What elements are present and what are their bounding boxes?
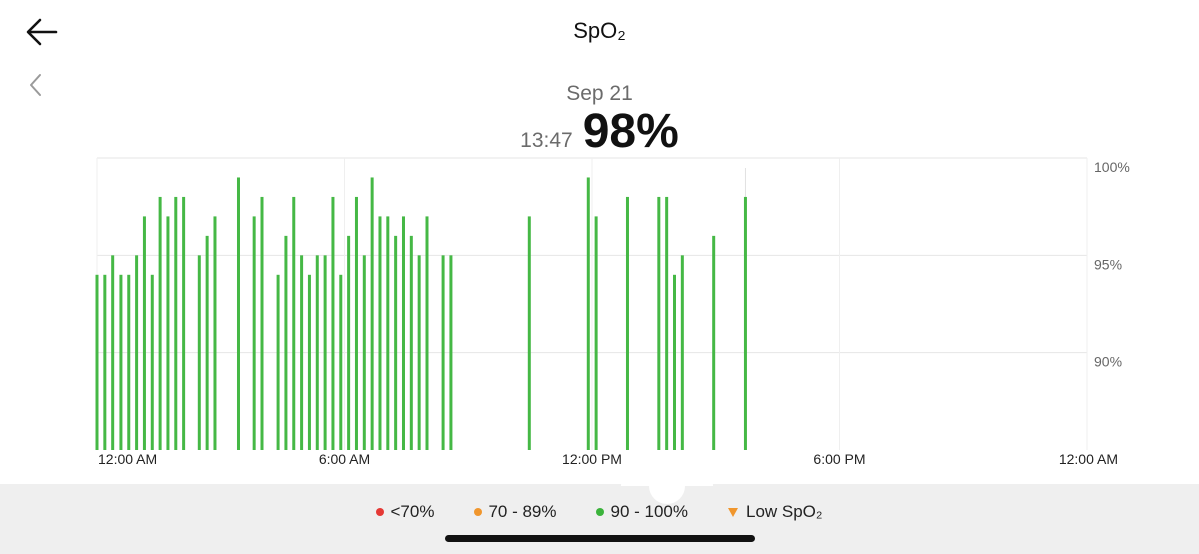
triangle-down-icon — [727, 507, 738, 517]
drag-handle[interactable] — [649, 468, 685, 504]
y-tick-label: 95% — [1094, 256, 1122, 272]
spo2-bar[interactable] — [323, 255, 327, 450]
spo2-bar[interactable] — [103, 274, 107, 450]
spo2-bar[interactable] — [680, 255, 684, 450]
spo2-bar[interactable] — [409, 235, 413, 450]
home-indicator — [445, 535, 755, 542]
spo2-bar[interactable] — [276, 274, 280, 450]
spo2-bar[interactable] — [95, 274, 99, 450]
spo2-bar[interactable] — [354, 196, 358, 450]
spo2-chart[interactable]: 100% 95% 90% 12:00 AM 6:00 AM 12:00 PM 6:00 P… — [0, 150, 1199, 470]
spo2-bar[interactable] — [625, 196, 629, 450]
spo2-bar[interactable] — [673, 274, 676, 450]
spo2-bar[interactable] — [657, 196, 661, 450]
spo2-bar[interactable] — [378, 216, 382, 450]
spo2-bar[interactable] — [111, 255, 115, 450]
spo2-bar[interactable] — [174, 196, 178, 450]
spo2-bar[interactable] — [166, 216, 170, 450]
spo2-bar[interactable] — [586, 177, 590, 450]
green-dot-icon — [596, 508, 605, 516]
spo2-bar[interactable] — [307, 274, 311, 450]
spo2-bar[interactable] — [449, 255, 453, 450]
spo2-bar[interactable] — [300, 255, 304, 450]
legend-label: Low SpO₂ — [745, 502, 823, 521]
spo2-bar[interactable] — [158, 196, 162, 450]
spo2-bar[interactable] — [252, 216, 256, 450]
spo2-bar[interactable] — [347, 235, 351, 450]
legend-item-low-spo2: Low SpO₂ — [727, 502, 823, 522]
spo2-bar[interactable] — [315, 255, 319, 450]
reading-time: 13:47 — [520, 129, 573, 152]
spo2-bar[interactable] — [119, 274, 123, 450]
arrow-left-icon — [26, 18, 58, 46]
spo2-bar[interactable] — [441, 255, 445, 450]
y-tick-label: 100% — [1094, 159, 1130, 175]
spo2-bar[interactable] — [213, 216, 217, 450]
spo2-bar[interactable] — [142, 216, 146, 450]
chevron-left-icon — [30, 74, 41, 96]
spo2-bar[interactable] — [527, 216, 531, 450]
spo2-bar[interactable] — [339, 274, 343, 450]
spo2-bar[interactable] — [425, 216, 429, 450]
legend-item-70-89: 70 - 89% — [474, 502, 556, 522]
legend-panel — [0, 484, 1199, 554]
x-tick-label: 6:00 PM — [813, 451, 865, 467]
spo2-bar[interactable] — [135, 255, 139, 450]
x-tick-label: 12:00 AM — [1059, 451, 1118, 467]
spo2-bar[interactable] — [362, 255, 366, 450]
spo2-bar[interactable] — [205, 235, 209, 450]
spo2-bar[interactable] — [292, 196, 296, 450]
previous-day-button[interactable] — [26, 70, 46, 100]
spo2-bar[interactable] — [331, 196, 335, 450]
legend-label: 90 - 100% — [610, 502, 688, 521]
x-tick-label: 12:00 AM — [98, 451, 157, 467]
selected-date: Sep 21 — [566, 82, 633, 105]
spo2-bar[interactable] — [417, 255, 421, 450]
spo2-bar[interactable] — [236, 177, 240, 450]
spo2-bar[interactable] — [260, 196, 264, 450]
legend: <70% 70 - 89% 90 - 100% Low SpO₂ — [0, 502, 1199, 522]
page-title: SpO₂ — [573, 18, 626, 43]
spo2-bar[interactable] — [150, 274, 154, 450]
legend-label: <70% — [390, 502, 435, 521]
legend-label: 70 - 89% — [488, 502, 557, 521]
red-dot-icon — [376, 508, 385, 516]
spo2-bar[interactable] — [386, 216, 390, 450]
spo2-bar[interactable] — [401, 216, 405, 450]
orange-dot-icon — [474, 508, 483, 516]
y-tick-label: 90% — [1094, 354, 1122, 370]
back-button[interactable] — [22, 12, 62, 52]
x-tick-label: 12:00 PM — [562, 451, 622, 467]
spo2-bar[interactable] — [284, 235, 288, 450]
spo2-bar[interactable] — [743, 196, 747, 450]
spo2-bar[interactable] — [712, 235, 716, 450]
spo2-bar[interactable] — [197, 255, 201, 450]
spo2-bar[interactable] — [182, 196, 186, 450]
legend-item-below-70: <70% — [376, 502, 434, 522]
spo2-bar[interactable] — [370, 177, 374, 450]
reading-value: 98% — [582, 105, 679, 158]
spo2-bar[interactable] — [594, 216, 598, 450]
x-tick-label: 6:00 AM — [319, 451, 370, 467]
spo2-bar[interactable] — [394, 235, 398, 450]
legend-item-90-100: 90 - 100% — [596, 502, 688, 522]
selected-reading: 13:47 98% — [0, 104, 1199, 159]
spo2-bar[interactable] — [665, 196, 669, 450]
spo2-bar[interactable] — [127, 274, 131, 450]
